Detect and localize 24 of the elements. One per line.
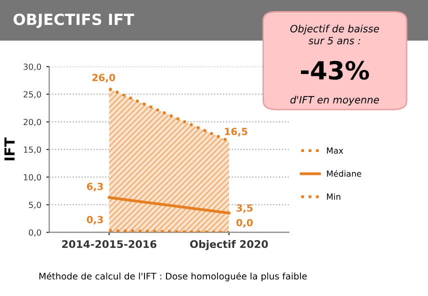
legend-label: Max <box>327 148 344 154</box>
data-label: 0,3 <box>86 216 103 225</box>
text: Objectif de baisse sur 5 ans : <box>290 24 380 44</box>
y-tick-label: 0,0 <box>28 229 42 236</box>
data-label: 16,5 <box>225 128 248 136</box>
chart-title: OBJECTIFS IFT <box>14 14 134 28</box>
text: d'IFT en moyenne <box>290 96 380 106</box>
data-label: 26,0 <box>92 74 116 83</box>
x-tick-label: Objectif 2020 <box>190 240 268 250</box>
y-tick-label: 15,0 <box>24 146 42 154</box>
y-tick-label: 30,0 <box>24 64 42 71</box>
data-label: 6,3 <box>86 182 103 192</box>
legend-label: Médiane <box>327 170 362 177</box>
text: -43% <box>300 60 370 80</box>
y-tick-label: 5,0 <box>28 202 42 209</box>
data-label: 3,5 <box>236 204 252 213</box>
x-tick-label: 2014-2015-2016 <box>62 240 156 248</box>
y-tick-label: 10,0 <box>24 174 42 182</box>
legend-label: Min <box>327 193 340 200</box>
y-axis-title: IFT <box>4 137 15 160</box>
y-tick-label: 25,0 <box>24 91 42 98</box>
y-tick-label: 20,0 <box>24 118 42 126</box>
text: Méthode de calcul de l'IFT : Dose homologuée la plus faible <box>39 272 307 282</box>
data-label: 0,0 <box>236 218 253 228</box>
